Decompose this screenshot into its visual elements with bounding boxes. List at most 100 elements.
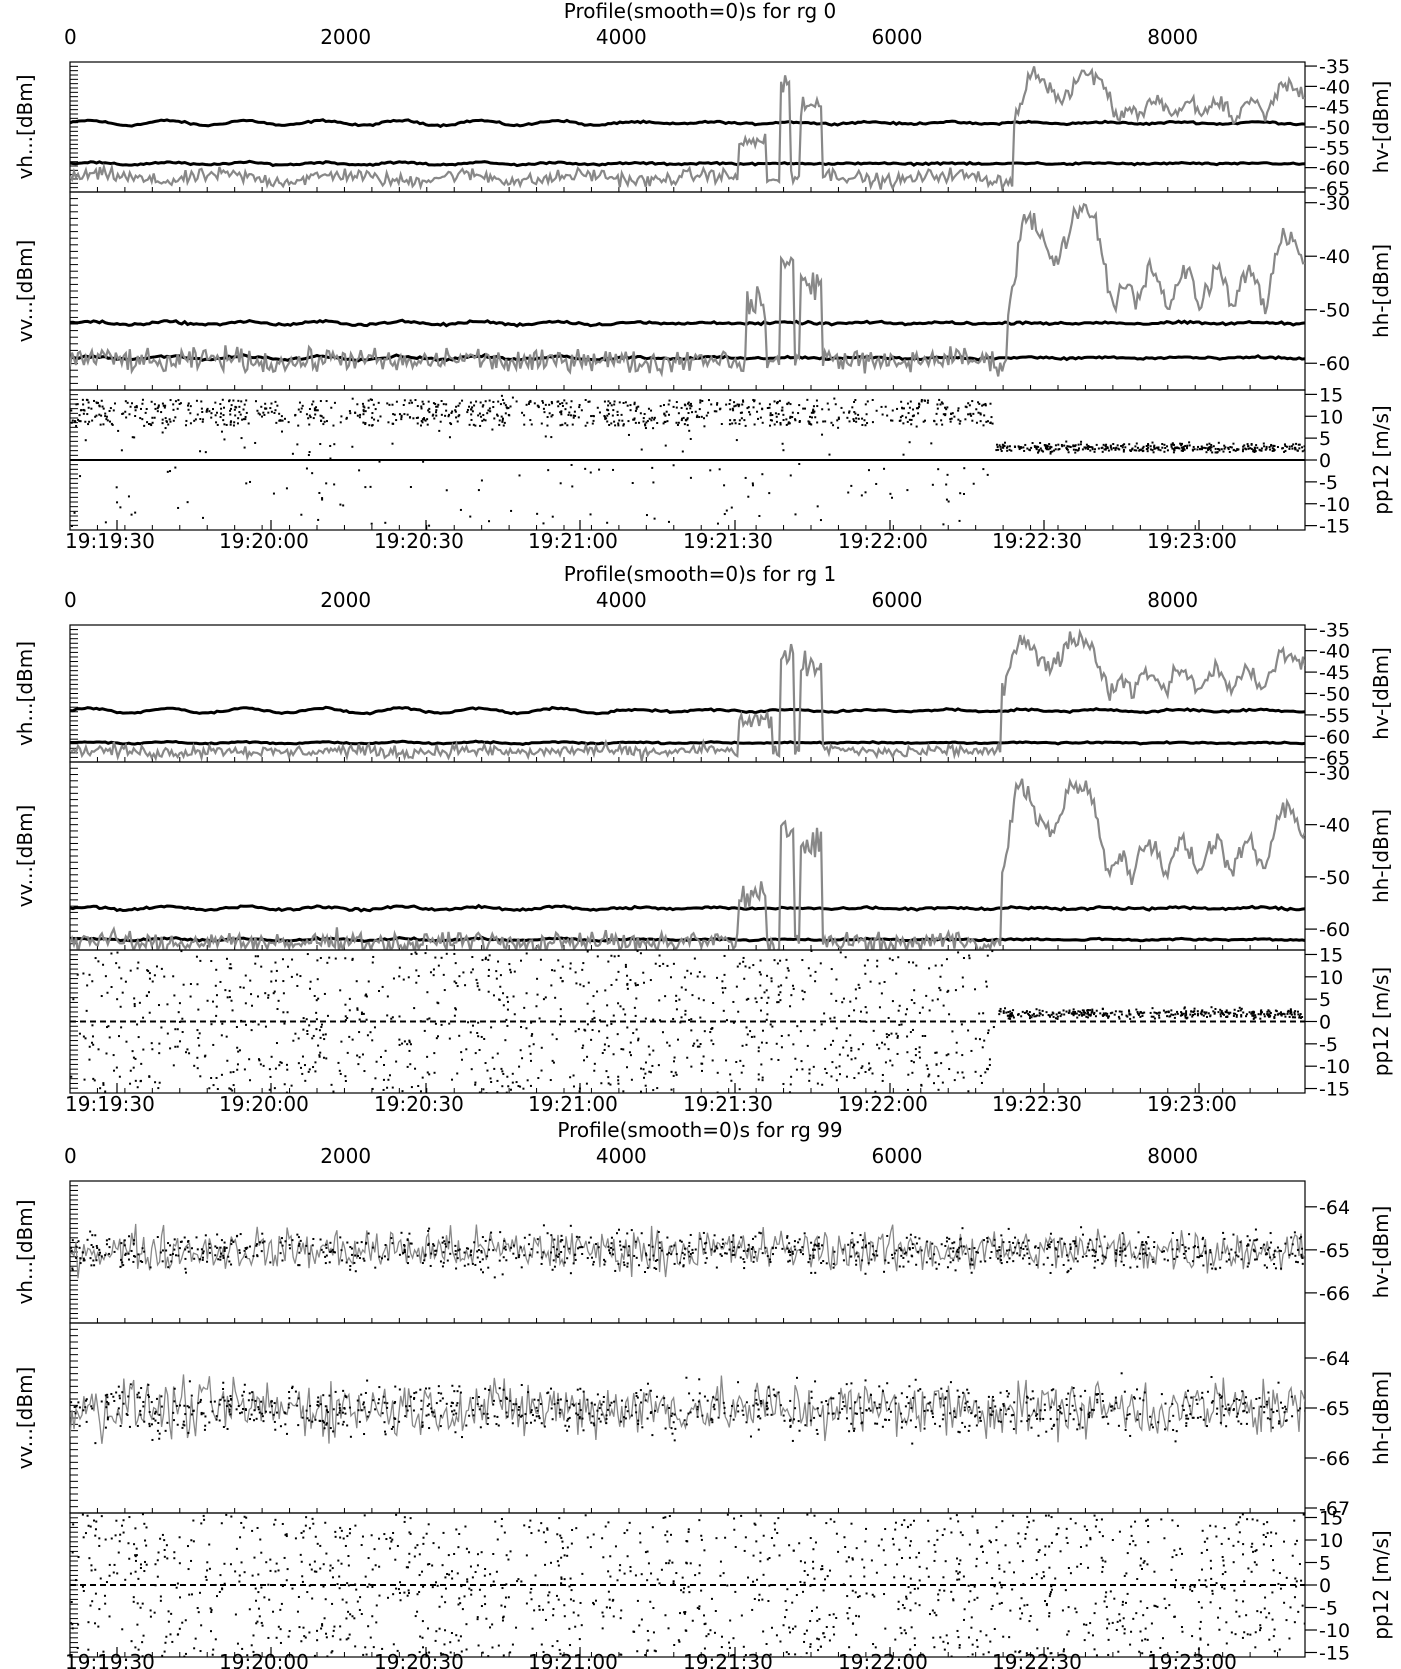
velocity-point [481,405,484,408]
noise-dot [228,1260,231,1263]
velocity-point [1086,1011,1089,1014]
noise-dot [1023,1254,1026,1257]
velocity-point [460,1051,463,1054]
velocity-point [1217,448,1220,451]
velocity-point [281,430,284,433]
noise-dot [291,1387,294,1390]
velocity-point [910,998,913,1001]
velocity-point [925,1064,928,1067]
velocity-point [1232,442,1235,445]
noise-dot [208,1421,211,1424]
velocity-point [1002,444,1005,447]
noise-dot [272,1413,275,1416]
velocity-point [663,412,666,415]
velocity-point [398,1015,401,1018]
velocity-point [364,410,367,413]
noise-dot [181,1426,184,1429]
noise-dot [1201,1238,1204,1241]
velocity-point [1140,448,1143,451]
noise-dot [260,1250,263,1253]
velocity-point [136,967,139,970]
velocity-point [750,1035,753,1038]
noise-dot [1209,1251,1212,1254]
noise-dot [572,1262,575,1265]
noise-dot [519,1246,522,1249]
noise-dot [1188,1404,1191,1407]
velocity-point [1081,1009,1084,1012]
noise-dot [1301,1262,1304,1265]
velocity-point [381,985,384,988]
velocity-point [1225,1009,1228,1012]
right-tick-label: -45 [1319,97,1350,119]
velocity-point [736,403,739,406]
velocity-point [505,1018,508,1021]
noise-dot [962,1245,965,1248]
velocity-point [842,411,845,414]
velocity-point [906,1008,909,1011]
noise-dot [486,1423,489,1426]
velocity-point [1179,1014,1182,1017]
velocity-point [228,967,231,970]
noise-dot [285,1432,288,1435]
noise-dot [919,1388,922,1391]
noise-dot [1129,1434,1132,1437]
noise-dot [187,1431,190,1434]
noise-dot [381,1257,384,1260]
velocity-point [794,419,797,422]
velocity-point [125,1040,128,1043]
noise-dot [187,1250,190,1253]
noise-dot [360,1241,363,1244]
noise-dot [571,1403,574,1406]
velocity-point [1117,1015,1120,1018]
velocity-point [931,999,934,1002]
velocity-point [1269,1012,1272,1015]
velocity-point [216,423,219,426]
noise-dot [958,1257,961,1260]
velocity-point [114,402,117,405]
noise-dot [1296,1261,1299,1264]
velocity-point [1018,446,1021,449]
velocity-point [1180,446,1183,449]
velocity-point [606,1024,609,1027]
velocity-point [311,472,314,475]
noise-dot [864,1379,867,1382]
velocity-point [1047,448,1050,451]
velocity-point [734,422,737,425]
velocity-point [613,403,616,406]
velocity-point [274,400,277,403]
velocity-point [822,420,825,423]
velocity-point [812,405,815,408]
velocity-point [488,399,491,402]
velocity-point [1180,1011,1183,1014]
noise-dot [470,1249,473,1252]
noise-dot [222,1256,225,1259]
velocity-point [196,413,199,416]
noise-dot [409,1242,412,1245]
velocity-point [596,990,599,993]
velocity-point [1077,447,1080,450]
noise-dot [951,1242,954,1245]
velocity-point [577,1028,580,1031]
velocity-point [824,1047,827,1050]
noise-dot [480,1251,483,1254]
noise-dot [1069,1248,1072,1251]
velocity-point [491,1056,494,1059]
velocity-point [102,407,105,410]
velocity-point [979,413,982,416]
velocity-point [954,989,957,992]
noise-dot [552,1246,555,1249]
velocity-point [157,405,160,408]
velocity-point [133,1005,136,1008]
velocity-point [1275,1010,1278,1013]
velocity-point [653,517,656,520]
velocity-point [215,968,218,971]
velocity-point [681,450,684,453]
velocity-point [1099,1012,1102,1015]
velocity-point [172,1064,175,1067]
velocity-point [1186,1016,1189,1019]
velocity-point [282,992,285,995]
velocity-point [1129,450,1132,453]
velocity-point [782,419,785,422]
velocity-point [733,405,736,408]
velocity-point [115,962,118,965]
